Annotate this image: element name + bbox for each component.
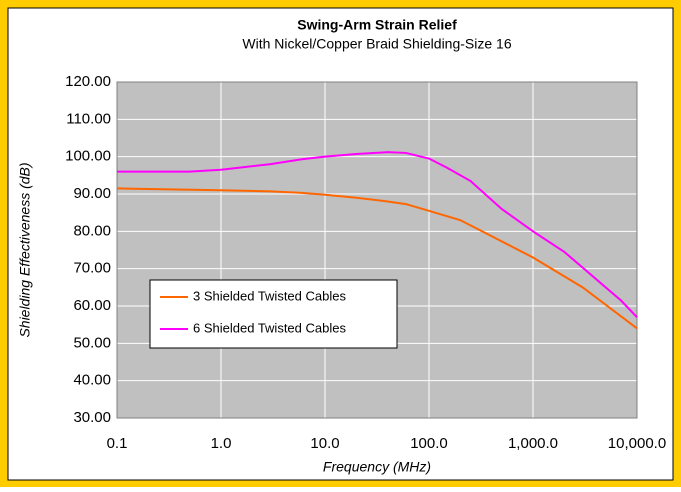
- y-tick-label: 110.00: [66, 110, 111, 127]
- plot-border: [116, 81, 638, 419]
- chart-subtitle: With Nickel/Copper Braid Shielding-Size …: [242, 36, 511, 52]
- y-tick-label: 40.00: [73, 372, 111, 389]
- series-line: [116, 187, 638, 330]
- y-tick-label: 60.00: [73, 297, 111, 314]
- x-tick-label: 10.0: [310, 435, 339, 452]
- series-line: [117, 151, 638, 318]
- x-tick-label: 0.1: [107, 435, 128, 452]
- x-tick-label: 1,000.0: [508, 435, 558, 452]
- y-tick-label: 100.00: [65, 148, 111, 165]
- y-tick-label: 30.00: [73, 409, 111, 426]
- y-tick-label: 80.00: [73, 222, 111, 239]
- x-axis-label: Frequency (MHz): [323, 459, 431, 475]
- x-tick-label: 1.0: [211, 435, 232, 452]
- y-axis-label: Shielding Effectiveness (dB): [17, 162, 33, 337]
- plot-area: [117, 82, 637, 418]
- legend-label: 3 Shielded Twisted Cables: [193, 288, 346, 303]
- chart-title: Swing-Arm Strain Relief: [297, 17, 457, 33]
- y-tick-label: 50.00: [73, 334, 111, 351]
- legend-label: 6 Shielded Twisted Cables: [193, 320, 346, 335]
- x-tick-label: 10,000.0: [608, 435, 666, 452]
- legend: [149, 279, 398, 349]
- y-tick-label: 70.00: [73, 260, 111, 277]
- y-tick-label: 120.00: [65, 73, 111, 90]
- x-tick-label: 100.0: [410, 435, 448, 452]
- y-tick-label: 90.00: [73, 185, 111, 202]
